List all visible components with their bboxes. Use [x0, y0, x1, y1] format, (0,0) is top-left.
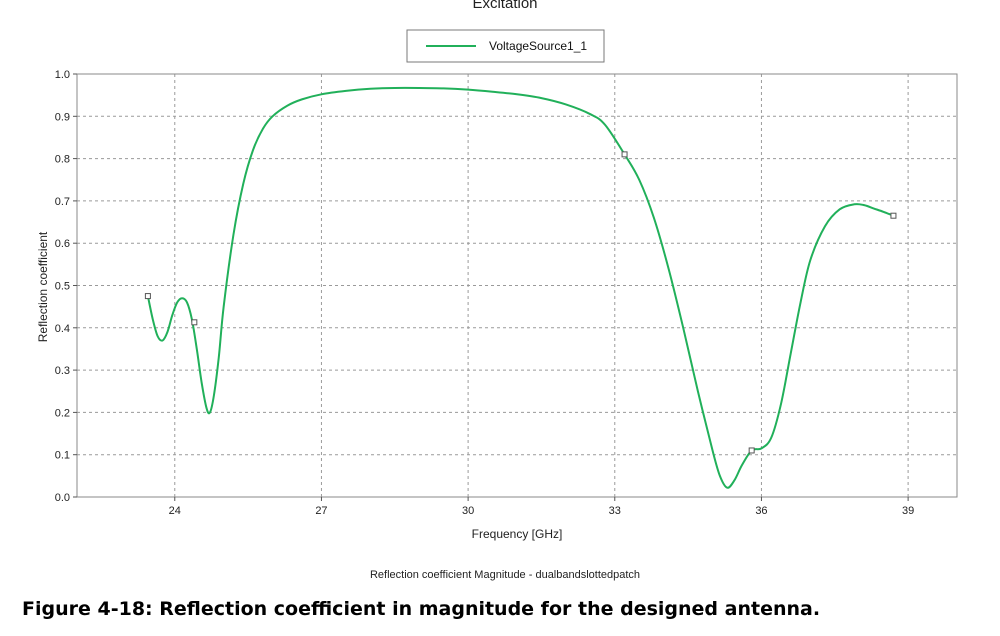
y-tick-label: 0.6 — [55, 238, 70, 250]
y-tick-label: 0.8 — [55, 154, 70, 166]
series-layer — [146, 86, 894, 489]
x-tick-label: 30 — [462, 505, 474, 517]
x-tick-label: 39 — [902, 505, 914, 517]
data-point-marker — [621, 151, 628, 158]
data-point-marker — [144, 293, 151, 300]
series-line-voltagesource1-1 — [146, 86, 894, 489]
figure-caption: Figure 4-18: Reflection coefficient in m… — [22, 598, 821, 620]
x-tick-label: 36 — [755, 505, 767, 517]
data-point-marker — [191, 319, 198, 326]
data-point-marker — [890, 212, 897, 219]
y-tick-label: 0.0 — [55, 492, 70, 504]
marker-layer — [144, 151, 897, 454]
y-axis-label: Reflection coefficient — [36, 231, 50, 342]
chart-subcaption: Reflection coefficient Magnitude - dualb… — [370, 569, 640, 581]
x-axis-label: Frequency [GHz] — [472, 527, 563, 541]
y-tick-label: 0.9 — [55, 111, 70, 123]
x-tick-label: 24 — [169, 505, 181, 517]
y-tick-label: 0.2 — [55, 407, 70, 419]
y-axis: 0.0 0.1 0.2 0.3 0.4 0.5 0.6 0.7 0.8 0.9 1.0 — [55, 69, 77, 504]
chart-title: Excitation — [472, 0, 537, 12]
x-tick-label: 33 — [609, 505, 621, 517]
y-tick-label: 0.4 — [55, 323, 70, 335]
legend-entry-voltagesource1-1: VoltageSource1_1 — [489, 39, 587, 53]
legend: VoltageSource1_1 — [406, 29, 605, 63]
y-tick-label: 0.5 — [55, 281, 70, 293]
data-point-marker — [748, 447, 755, 454]
y-tick-label: 0.7 — [55, 196, 70, 208]
x-tick-label: 27 — [315, 505, 327, 517]
y-tick-label: 0.3 — [55, 365, 70, 377]
y-tick-label: 1.0 — [55, 69, 70, 81]
grid — [77, 74, 957, 497]
y-tick-label: 0.1 — [55, 450, 70, 462]
x-axis: 24 27 30 33 36 39 — [169, 497, 914, 517]
